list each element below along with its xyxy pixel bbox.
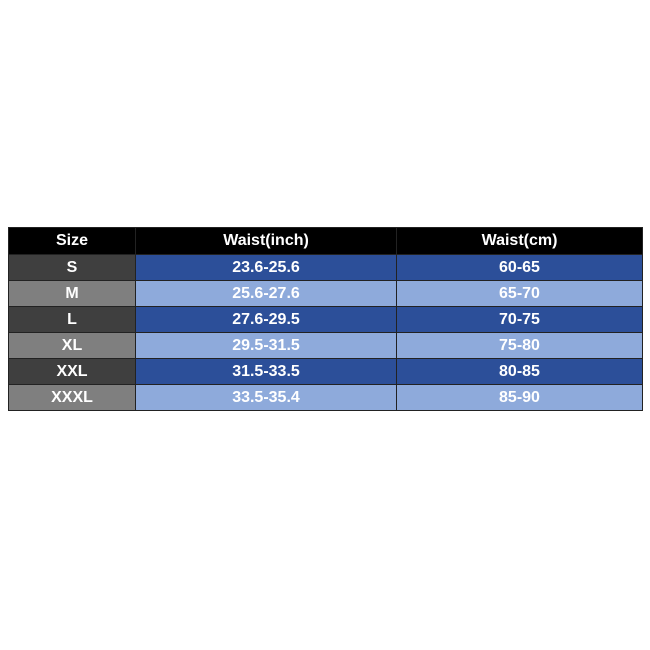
waist-cell: 75-80 [396, 332, 643, 359]
size-cell: L [8, 306, 136, 333]
header-cell: Waist(inch) [135, 227, 397, 255]
table-row: M 25.6-27.6 65-70 [8, 280, 643, 307]
header-cell: Size [8, 227, 136, 255]
size-cell: M [8, 280, 136, 307]
waist-cell: 85-90 [396, 384, 643, 411]
waist-cell: 29.5-31.5 [135, 332, 397, 359]
table-row: L 27.6-29.5 70-75 [8, 306, 643, 333]
table-body: S 23.6-25.6 60-65 M 25.6-27.6 65-70 L 27.6-29.5… [8, 254, 643, 411]
size-cell: XL [8, 332, 136, 359]
waist-cell: 70-75 [396, 306, 643, 333]
table-row: XL 29.5-31.5 75-80 [8, 332, 643, 359]
size-cell: XXXL [8, 384, 136, 411]
waist-cell: 33.5-35.4 [135, 384, 397, 411]
waist-cell: 31.5-33.5 [135, 358, 397, 385]
table-header: Size Waist(inch) Waist(cm) [8, 227, 643, 255]
size-cell: XXL [8, 358, 136, 385]
header-cell: Waist(cm) [396, 227, 643, 255]
table-row: XXL 31.5-33.5 80-85 [8, 358, 643, 385]
size-cell: S [8, 254, 136, 281]
size-table: Size Waist(inch) Waist(cm) S 23.6-25.6 60-65… [8, 227, 643, 411]
header-row: Size Waist(inch) Waist(cm) [8, 227, 643, 255]
waist-cell: 60-65 [396, 254, 643, 281]
waist-cell: 65-70 [396, 280, 643, 307]
table-row: S 23.6-25.6 60-65 [8, 254, 643, 281]
waist-cell: 23.6-25.6 [135, 254, 397, 281]
waist-cell: 27.6-29.5 [135, 306, 397, 333]
waist-cell: 25.6-27.6 [135, 280, 397, 307]
table-row: XXXL 33.5-35.4 85-90 [8, 384, 643, 411]
waist-cell: 80-85 [396, 358, 643, 385]
